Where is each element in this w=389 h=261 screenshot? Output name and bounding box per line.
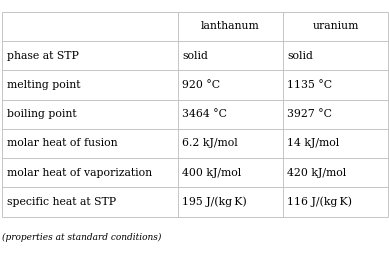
Text: 14 kJ/mol: 14 kJ/mol <box>287 138 340 149</box>
Text: 1135 °C: 1135 °C <box>287 80 333 90</box>
Text: phase at STP: phase at STP <box>7 51 79 61</box>
Text: specific heat at STP: specific heat at STP <box>7 197 116 207</box>
Text: 3464 °C: 3464 °C <box>182 109 227 119</box>
Text: (properties at standard conditions): (properties at standard conditions) <box>2 233 161 242</box>
Text: solid: solid <box>287 51 313 61</box>
Text: 920 °C: 920 °C <box>182 80 221 90</box>
Text: 116 J/(kg K): 116 J/(kg K) <box>287 197 352 207</box>
Text: molar heat of vaporization: molar heat of vaporization <box>7 168 152 178</box>
Text: 400 kJ/mol: 400 kJ/mol <box>182 168 242 178</box>
Text: lanthanum: lanthanum <box>201 21 259 31</box>
Text: boiling point: boiling point <box>7 109 76 119</box>
Text: molar heat of fusion: molar heat of fusion <box>7 138 117 149</box>
Text: uranium: uranium <box>312 21 359 31</box>
Text: 3927 °C: 3927 °C <box>287 109 332 119</box>
Text: melting point: melting point <box>7 80 80 90</box>
Text: solid: solid <box>182 51 208 61</box>
Text: 195 J/(kg K): 195 J/(kg K) <box>182 197 247 207</box>
Text: 6.2 kJ/mol: 6.2 kJ/mol <box>182 138 238 149</box>
Text: 420 kJ/mol: 420 kJ/mol <box>287 168 347 178</box>
